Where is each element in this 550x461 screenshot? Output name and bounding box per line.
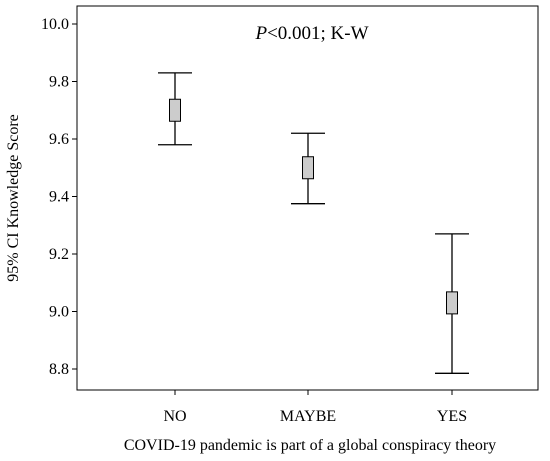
x-tick-label: MAYBE (280, 408, 336, 425)
error-bar-no (158, 72, 192, 146)
mean-marker (446, 291, 458, 315)
y-tick-label: 9.6 (49, 131, 69, 148)
mean-marker (169, 98, 181, 122)
p-value-text: <0.001; K-W (267, 23, 369, 44)
x-axis: NO MAYBE YES (163, 390, 467, 425)
p-symbol: P (254, 23, 267, 44)
y-tick-label: 8.8 (49, 361, 69, 378)
error-bar-yes (435, 233, 469, 374)
y-axis: 8.8 9.0 9.2 9.4 9.6 9.8 10.0 (41, 16, 77, 378)
x-tick-label: NO (163, 408, 186, 425)
y-tick-label: 9.2 (49, 246, 69, 263)
p-value-annotation: P<0.001; K-W (254, 23, 368, 44)
y-axis-title: 95% CI Knowledge Score (5, 114, 22, 282)
error-bar-maybe (291, 132, 325, 205)
y-tick-label: 9.8 (49, 74, 69, 91)
x-axis-title: COVID-19 pandemic is part of a global co… (124, 437, 496, 454)
y-tick-label: 9.0 (49, 304, 69, 321)
x-tick-label: YES (437, 408, 467, 425)
mean-marker (302, 156, 314, 180)
y-tick-label: 9.4 (49, 189, 69, 206)
y-tick-label: 10.0 (41, 16, 69, 33)
data-marks (158, 72, 469, 374)
